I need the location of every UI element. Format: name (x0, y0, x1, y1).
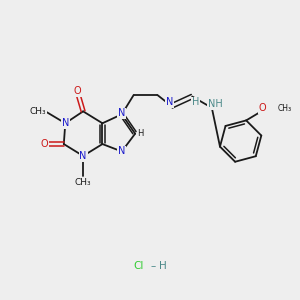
Text: H: H (160, 261, 167, 271)
Text: O: O (74, 86, 81, 96)
Text: N: N (166, 98, 174, 107)
Text: –: – (150, 261, 156, 271)
Text: CH₃: CH₃ (278, 104, 292, 113)
Text: Cl: Cl (133, 261, 143, 271)
Text: N: N (80, 151, 87, 161)
Text: O: O (259, 103, 266, 113)
Text: O: O (41, 139, 48, 149)
Text: CH₃: CH₃ (75, 178, 92, 187)
Text: N: N (118, 146, 125, 157)
Text: NH: NH (208, 99, 223, 109)
Text: N: N (118, 108, 125, 118)
Text: H: H (137, 129, 144, 138)
Text: H: H (192, 98, 200, 107)
Text: N: N (61, 118, 69, 128)
Text: CH₃: CH₃ (30, 107, 46, 116)
